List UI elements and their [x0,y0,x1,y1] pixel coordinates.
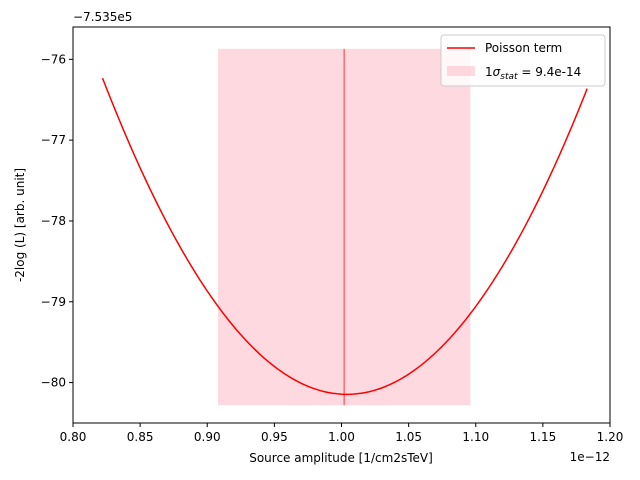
legend-band-label-sigma: σ [493,65,501,79]
x-tick-label: 1.20 [597,430,624,444]
y-tick-label: −77 [41,133,66,147]
y-tick-label: −76 [41,52,66,66]
x-tick-label: 0.80 [60,430,87,444]
y-axis-ticks: −80 −79 −78 −77 −76 [41,52,73,390]
x-offset-label: 1e−12 [570,450,610,464]
y-tick-label: −80 [41,376,66,390]
x-tick-label: 0.85 [127,430,154,444]
legend-box [440,34,606,87]
legend-series-label: Poisson term [485,41,562,55]
y-tick-label: −79 [41,295,66,309]
legend-band-label-prefix: 1 [485,65,493,79]
legend-band-swatch [447,66,475,76]
y-axis-label: -2log (L) [arb. unit] [13,168,27,282]
x-axis-ticks: 0.80 0.85 0.90 0.95 1.00 1.05 1.10 1.15 1.20 [60,423,624,444]
x-tick-label: 1.05 [395,430,422,444]
legend: Poisson term 1σstat = 9.4e-14 [440,34,606,87]
legend-band-label-value: = 9.4e-14 [518,65,582,79]
legend-band-label-subscript: stat [500,72,518,82]
x-axis-label: Source amplitude [1/cm2sTeV] [249,451,433,465]
y-tick-label: −78 [41,214,66,228]
x-tick-label: 0.95 [261,430,288,444]
legend-band-label: 1σstat = 9.4e-14 [485,65,581,82]
x-tick-label: 0.90 [194,430,221,444]
series-layer [101,77,588,396]
series-line-0 [101,77,588,396]
x-tick-label: 1.15 [530,430,557,444]
x-tick-label: 1.10 [462,430,489,444]
x-tick-label: 1.00 [328,430,355,444]
y-offset-label: −7.535e5 [73,10,132,24]
